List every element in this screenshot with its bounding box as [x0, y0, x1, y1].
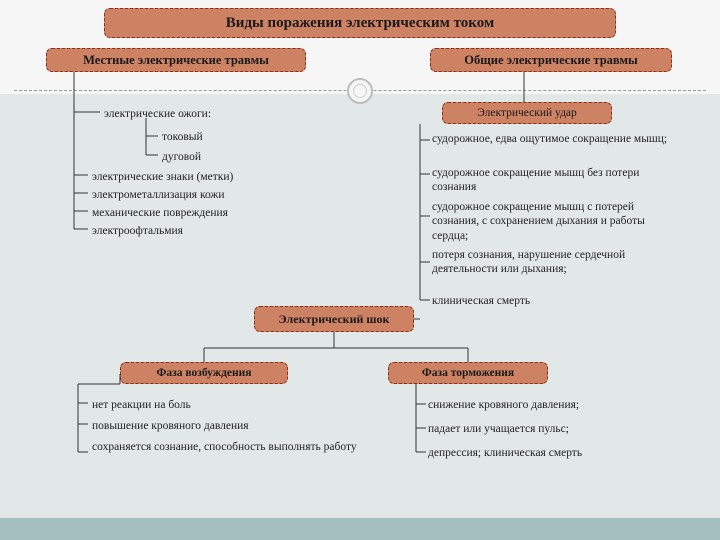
strike-item-2: судорожное сокращение мышц без потери со…: [432, 166, 672, 195]
circle-decoration: [347, 78, 373, 104]
local-item-burns-current: токовый: [162, 130, 203, 144]
general-injuries-box: Общие электрические травмы: [430, 48, 672, 72]
phase2-item-1: снижение кровяного давления;: [428, 398, 579, 412]
phase-excitation-box: Фаза возбуждения: [120, 362, 288, 384]
background-footer: [0, 518, 720, 540]
electric-strike-box: Электрический удар: [442, 102, 612, 124]
local-item-metallization: электрометаллизация кожи: [92, 188, 225, 202]
strike-item-4: потеря сознания, нарушение сердечной дея…: [432, 248, 672, 277]
local-injuries-box: Местные электрические травмы: [46, 48, 306, 72]
phase1-item-2: повышение кровяного давления: [92, 419, 249, 433]
local-item-burns: электрические ожоги:: [104, 107, 211, 121]
phase1-item-1: нет реакции на боль: [92, 398, 191, 412]
local-item-burns-arc: дуговой: [162, 150, 201, 164]
local-item-mechanical: механические повреждения: [92, 206, 228, 220]
strike-item-5: клиническая смерть: [432, 294, 672, 308]
phase2-item-3: депрессия; клиническая смерть: [428, 446, 582, 460]
electric-shock-box: Электрический шок: [254, 306, 414, 332]
phase1-item-3: сохраняется сознание, способность выполн…: [92, 440, 392, 454]
phase-inhibition-box: Фаза торможения: [388, 362, 548, 384]
local-item-ophthalmia: электроофтальмия: [92, 224, 183, 238]
phase2-item-2: падает или учащается пульс;: [428, 422, 569, 436]
local-item-marks: электрические знаки (метки): [92, 170, 233, 184]
strike-item-1: судорожное, едва ощутимое сокращение мыш…: [432, 132, 672, 146]
strike-item-3: судорожное сокращение мышц с потерей соз…: [432, 200, 682, 243]
title-box: Виды поражения электрическим током: [104, 8, 616, 38]
